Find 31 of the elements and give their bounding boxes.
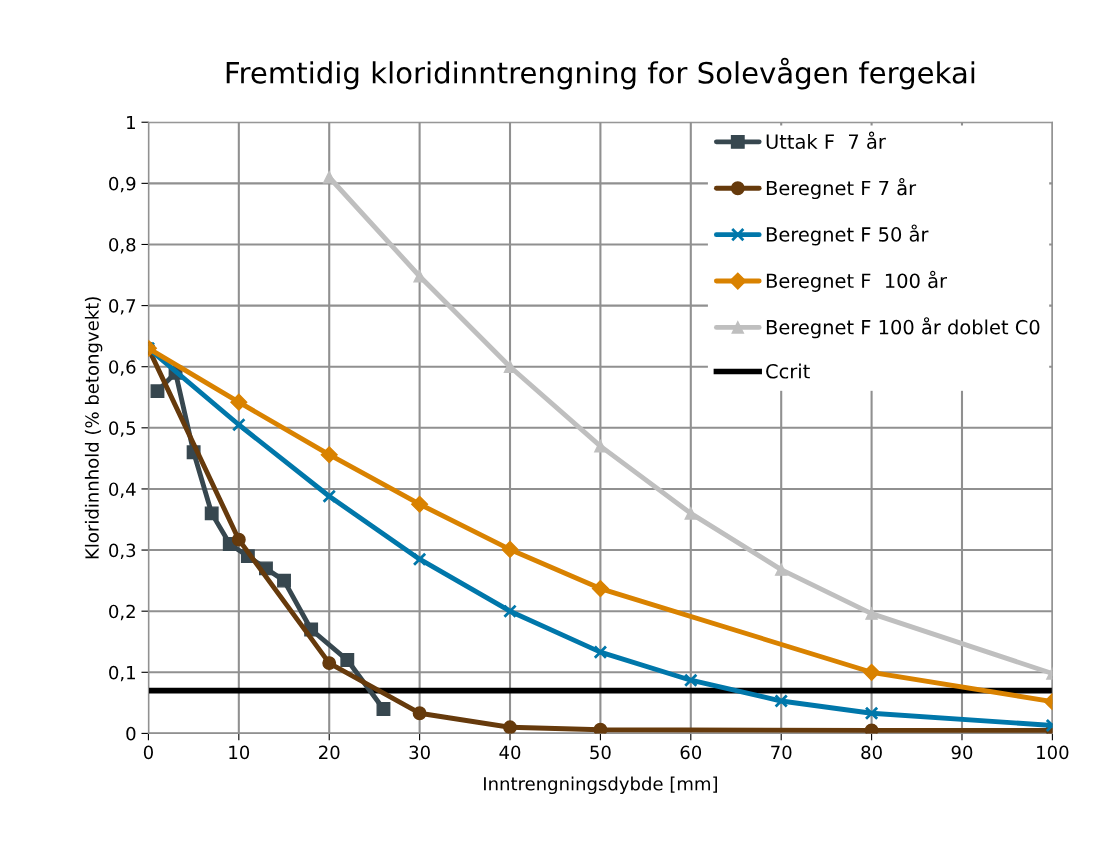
- x-tick-label: 70: [771, 745, 792, 760]
- legend-label: Beregnet F 50 år: [766, 224, 929, 246]
- chart-title: Fremtidig kloridinntrengning for Solevågen fergekai: [226, 57, 975, 90]
- x-tick-label: 10: [229, 745, 250, 760]
- y-tick-label: 0,5: [109, 421, 136, 437]
- legend-label: Beregnet F 100 år doblet C0: [766, 317, 1040, 339]
- x-axis-title: Inntrengningsdybde [mm]: [484, 776, 717, 795]
- y-tick-label: 0,1: [109, 665, 135, 682]
- x-tick-label: 90: [951, 745, 973, 760]
- legend-label: Beregnet F 100 år: [766, 270, 948, 292]
- x-tick-label: 100: [1037, 745, 1069, 760]
- x-tick-label: 60: [680, 745, 702, 760]
- y-tick-label: 0,7: [109, 299, 136, 315]
- y-tick-label: 0,4: [109, 482, 136, 498]
- legend-label: Uttak F 7 år: [766, 131, 886, 149]
- x-tick-label: 50: [590, 745, 611, 760]
- y-tick-label: 0,2: [109, 604, 135, 621]
- x-tick-label: 20: [319, 745, 340, 760]
- x-tick-label: 80: [861, 745, 882, 760]
- y-tick-label: 0,9: [109, 176, 136, 193]
- y-axis-title: Kloridinnhold (% betongvekt): [84, 297, 103, 559]
- legend-label: Ccrit: [766, 363, 810, 379]
- y-tick-label: 0,3: [109, 543, 136, 560]
- y-tick-label: 1: [127, 115, 135, 130]
- y-tick-label: 0,8: [109, 237, 136, 254]
- x-tick-label: 0: [143, 745, 153, 760]
- x-tick-label: 40: [499, 745, 521, 760]
- legend-label: Beregnet F 7 år: [766, 178, 917, 200]
- x-tick-label: 30: [409, 745, 430, 760]
- y-tick-label: 0,6: [109, 360, 136, 376]
- y-tick-label: 0: [126, 726, 136, 741]
